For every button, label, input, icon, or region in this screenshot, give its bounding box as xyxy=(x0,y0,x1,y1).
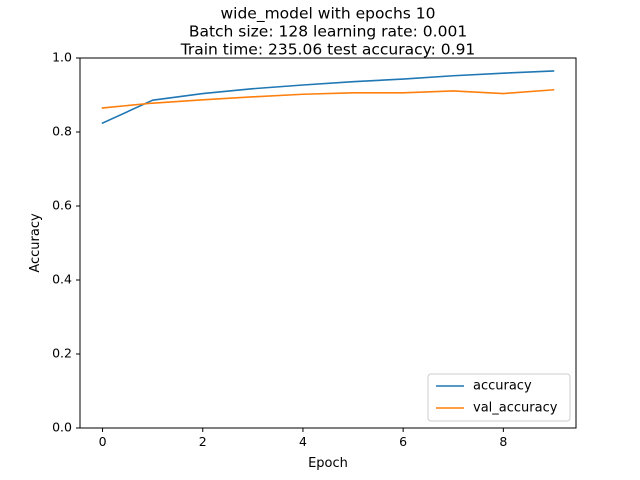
x-axis-label: Epoch xyxy=(308,456,348,471)
chart-title-line-1: wide_model with epochs 10 xyxy=(220,5,435,24)
x-tick-label: 4 xyxy=(299,434,307,449)
chart-title-line-3: Train time: 235.06 test accuracy: 0.91 xyxy=(180,41,476,59)
x-tick-label: 8 xyxy=(499,434,507,449)
y-tick-label: 0.2 xyxy=(52,346,72,361)
plot-area-frame xyxy=(79,57,577,429)
y-tick-label: 0.8 xyxy=(52,124,72,139)
x-tick-label: 6 xyxy=(399,434,407,449)
series-lines xyxy=(101,70,555,125)
series-line-accuracy xyxy=(101,70,555,125)
axis-ticks: 0 2 4 6 8 0.0 0.2 0.4 0.6 0.8 1.0 xyxy=(52,50,507,450)
chart-title-line-2: Batch size: 128 learning rate: 0.001 xyxy=(189,23,467,41)
y-tick-label: 0.0 xyxy=(52,420,72,435)
x-tick-label: 2 xyxy=(199,434,207,449)
y-tick-label: 0.6 xyxy=(52,198,72,213)
legend-label-val-accuracy: val_accuracy xyxy=(473,401,558,416)
y-tick-label: 1.0 xyxy=(52,50,72,65)
legend-label-accuracy: accuracy xyxy=(473,379,532,394)
y-tick-label: 0.4 xyxy=(52,272,72,287)
x-tick-label: 0 xyxy=(99,434,107,449)
legend: accuracy val_accuracy xyxy=(427,373,571,422)
y-axis-label: Accuracy xyxy=(28,213,43,273)
series-line-val-accuracy xyxy=(101,88,555,109)
